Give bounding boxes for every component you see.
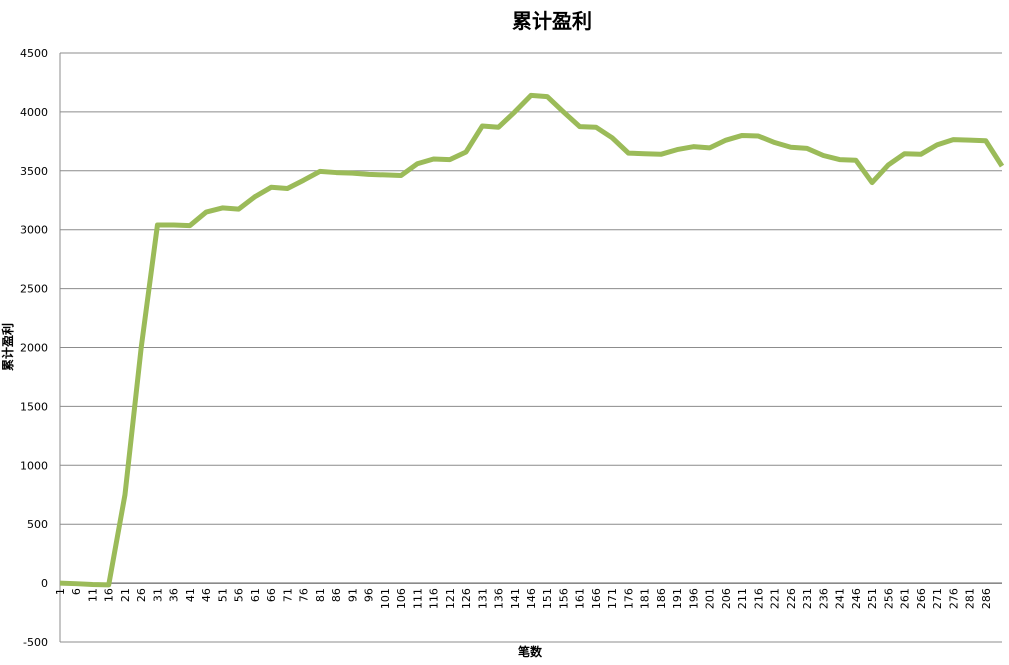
x-tick-label: 236: [817, 588, 830, 609]
x-tick-label: 121: [444, 588, 457, 609]
x-tick-label: 81: [314, 588, 327, 602]
line-series: [59, 92, 1005, 588]
x-tick-label: 16: [103, 588, 116, 602]
x-tick-label: 246: [850, 588, 863, 609]
x-tick-label: 41: [184, 588, 197, 602]
x-tick-label: 61: [249, 588, 262, 602]
x-tick-label: 76: [298, 588, 311, 602]
y-tick-label: 500: [27, 518, 48, 531]
x-tick-label: 151: [541, 588, 554, 609]
x-tick-label: 216: [752, 588, 765, 609]
x-tick-label: 146: [525, 588, 538, 609]
x-tick-label: 196: [687, 588, 700, 609]
x-tick-label: 281: [964, 588, 977, 609]
y-tick-label: 1500: [20, 400, 48, 413]
y-axis-title: 累计盈利: [0, 323, 15, 371]
x-tick-label: 286: [980, 588, 993, 609]
x-tick-label: 271: [931, 588, 944, 609]
chart-title: 累计盈利: [512, 9, 592, 33]
y-tick-label: 1000: [20, 459, 48, 472]
x-tick-label: 211: [736, 588, 749, 609]
x-tick-label: 201: [704, 588, 717, 609]
y-tick-label: -500: [23, 636, 48, 649]
y-tick-label: 2500: [20, 283, 48, 296]
y-tick-label: 0: [41, 577, 48, 590]
x-tick-label: 226: [785, 588, 798, 609]
x-tick-label: 191: [671, 588, 684, 609]
x-tick-label: 251: [866, 588, 879, 609]
x-tick-label: 56: [233, 588, 246, 602]
x-tick-label: 106: [395, 588, 408, 609]
x-tick-label: 206: [720, 588, 733, 609]
x-tick-label: 171: [606, 588, 619, 609]
x-tick-label: 86: [330, 588, 343, 602]
x-tick-label: 101: [379, 588, 392, 609]
x-tick-label: 1: [54, 588, 67, 595]
x-tick-label: 231: [801, 588, 814, 609]
x-tick-label: 111: [411, 588, 424, 609]
x-tick-label: 6: [70, 588, 83, 595]
x-tick-label: 161: [574, 588, 587, 609]
x-tick-label: 241: [834, 588, 847, 609]
x-tick-label: 256: [882, 588, 895, 609]
x-tick-label: 141: [509, 588, 522, 609]
x-tick-label: 276: [947, 588, 960, 609]
x-tick-label: 116: [428, 588, 441, 609]
x-tick-label: 186: [655, 588, 668, 609]
x-tick-label: 71: [281, 588, 294, 602]
x-tick-label: 181: [639, 588, 652, 609]
y-tick-label: 3000: [20, 224, 48, 237]
x-tick-label: 126: [460, 588, 473, 609]
x-tick-label: 91: [346, 588, 359, 602]
x-tick-label: 11: [86, 588, 99, 602]
x-tick-label: 96: [363, 588, 376, 602]
x-tick-label: 221: [769, 588, 782, 609]
x-tick-label: 46: [200, 588, 213, 602]
x-tick-label: 66: [265, 588, 278, 602]
x-tick-label: 156: [557, 588, 570, 609]
x-tick-label: 176: [622, 588, 635, 609]
x-tick-label: 266: [915, 588, 928, 609]
x-tick-label: 36: [168, 588, 181, 602]
y-tick-label: 2000: [20, 342, 48, 355]
x-tick-label: 51: [216, 588, 229, 602]
x-tick-label: 136: [493, 588, 506, 609]
x-tick-label: 166: [590, 588, 603, 609]
x-axis-title: 笔数: [518, 644, 543, 659]
x-tick-label: 131: [476, 588, 489, 609]
x-tick-label: 21: [119, 588, 132, 602]
x-tick-label: 261: [899, 588, 912, 609]
x-tick-label: 26: [135, 588, 148, 602]
x-tick-label: 31: [151, 588, 164, 602]
y-tick-label: 4500: [20, 47, 48, 60]
y-tick-label: 3500: [20, 165, 48, 178]
y-tick-label: 4000: [20, 106, 48, 119]
